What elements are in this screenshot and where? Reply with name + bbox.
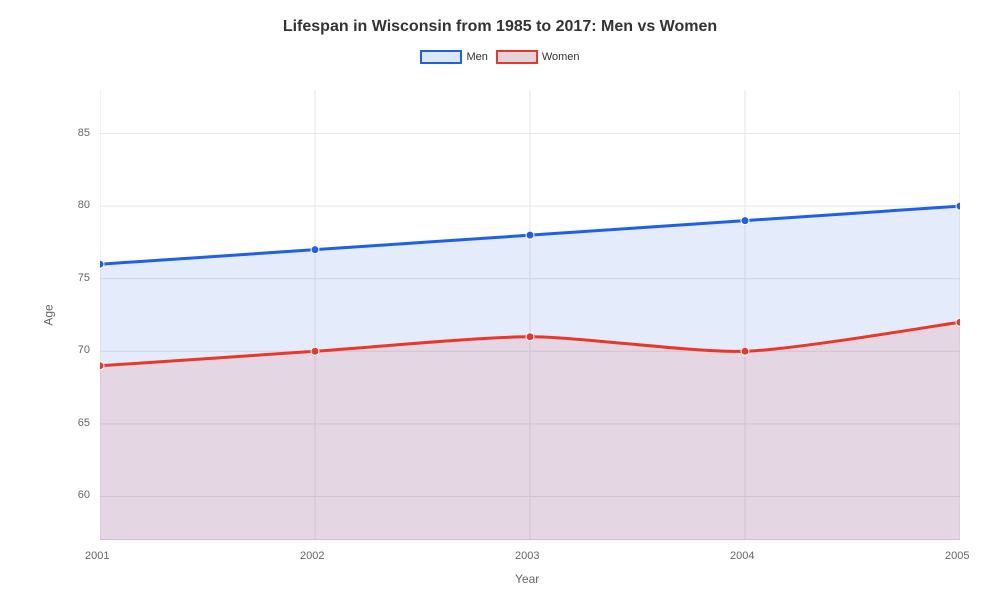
x-axis-label: Year [515, 572, 539, 586]
chart-container: Lifespan in Wisconsin from 1985 to 2017:… [0, 0, 1000, 600]
legend-label-women: Women [542, 51, 580, 63]
y-tick-label: 70 [78, 344, 90, 356]
y-tick-label: 85 [78, 127, 90, 139]
y-tick-label: 80 [78, 199, 90, 211]
x-tick-label: 2005 [945, 550, 969, 562]
x-tick-label: 2001 [85, 550, 109, 562]
legend-label-men: Men [466, 51, 487, 63]
legend-item-men[interactable]: Men [420, 50, 487, 64]
y-tick-label: 60 [78, 489, 90, 501]
y-tick-label: 65 [78, 417, 90, 429]
x-tick-label: 2003 [515, 550, 539, 562]
legend-item-women[interactable]: Women [496, 50, 580, 64]
plot-area [100, 90, 960, 540]
legend-swatch-women [496, 50, 538, 64]
y-axis-label: Age [42, 304, 56, 325]
y-tick-label: 75 [78, 272, 90, 284]
chart-title: Lifespan in Wisconsin from 1985 to 2017:… [0, 0, 1000, 36]
x-tick-label: 2004 [730, 550, 754, 562]
x-tick-label: 2002 [300, 550, 324, 562]
legend-swatch-men [420, 50, 462, 64]
legend: Men Women [0, 50, 1000, 64]
